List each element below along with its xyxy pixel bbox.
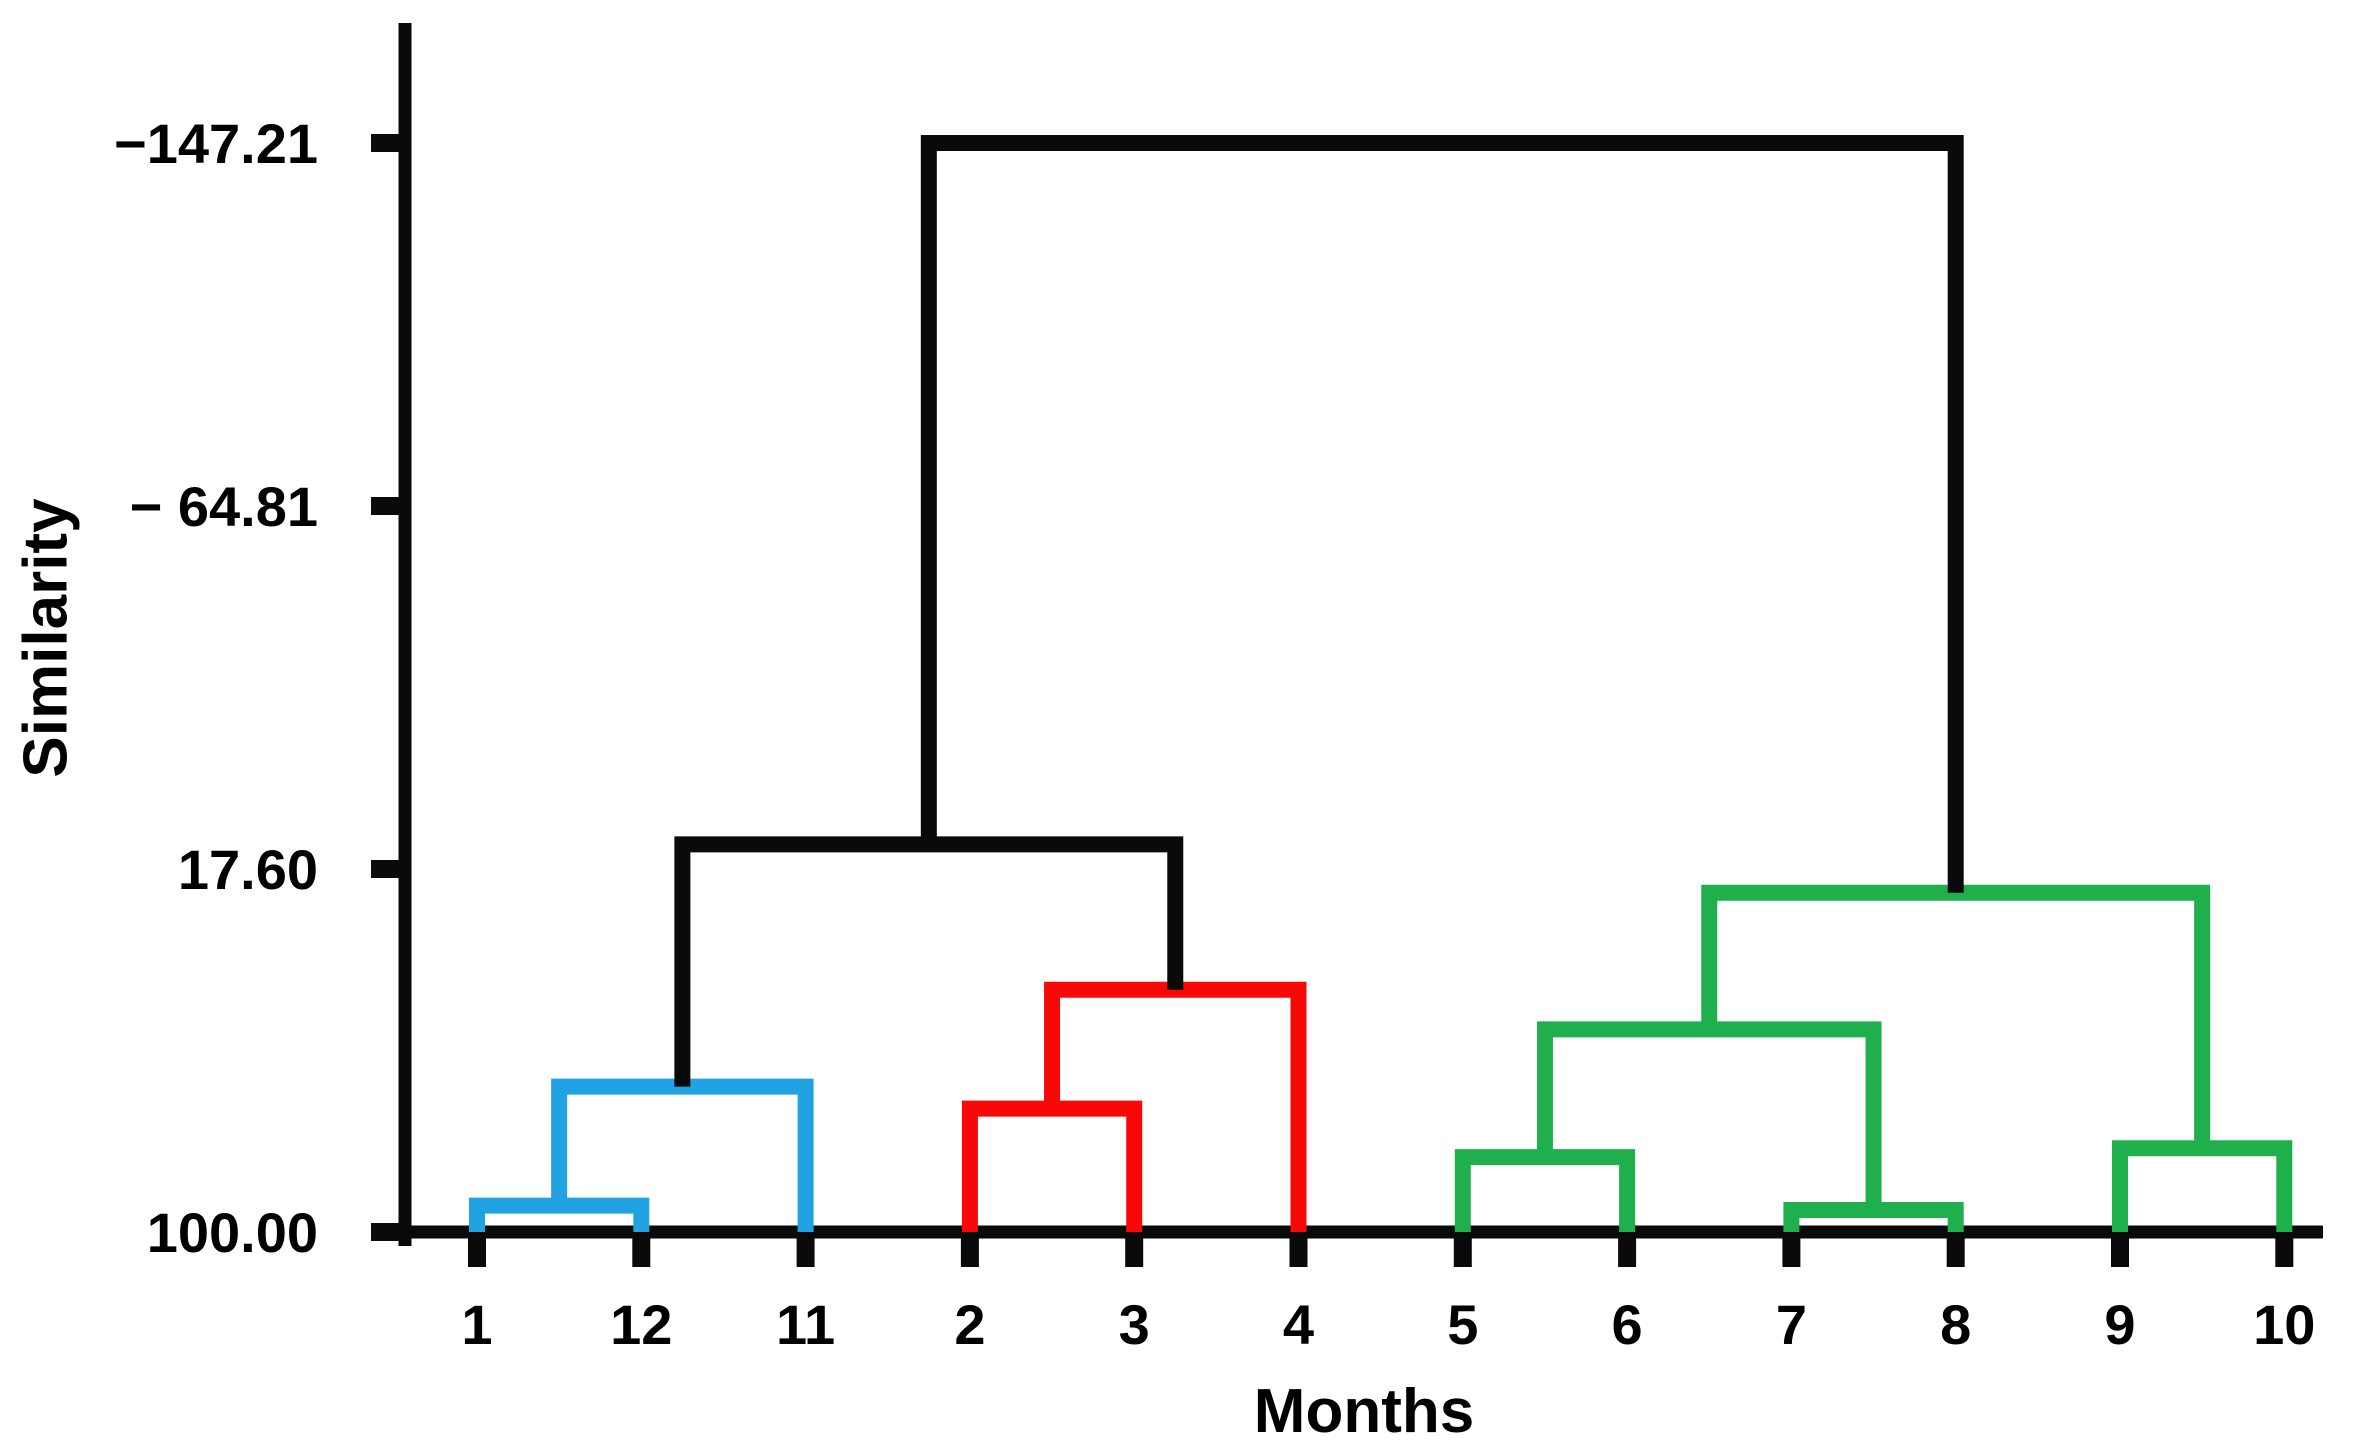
- y-tick-label: 100.00: [147, 1201, 318, 1264]
- cluster-link-black-left: [674, 836, 1184, 1087]
- leaf-label-8: 8: [1940, 1293, 1971, 1356]
- y-tick-label: −147.21: [114, 112, 318, 175]
- leaf-label-2: 2: [954, 1293, 985, 1356]
- leaf-label-7: 7: [1776, 1293, 1807, 1356]
- cluster-link-root: [920, 135, 1964, 893]
- leaf-label-11: 11: [776, 1293, 835, 1356]
- cluster-link-green-all: [1701, 884, 2211, 1149]
- leaf-label-4: 4: [1283, 1293, 1314, 1356]
- x-axis-title: Months: [1253, 1377, 1475, 1446]
- cluster-link-blue-1-12-11: [551, 1078, 814, 1232]
- cluster-link-red-2-3: [961, 1100, 1143, 1232]
- cluster-link-green-5-6-7-8: [1536, 1021, 1882, 1210]
- y-axis-title: Similarity: [11, 498, 81, 778]
- y-tick-label: − 64.81: [130, 475, 318, 538]
- leaf-label-3: 3: [1119, 1293, 1150, 1356]
- leaf-label-10: 10: [2253, 1293, 2315, 1356]
- leaf-label-1: 1: [461, 1293, 492, 1356]
- cluster-link-green-9-10: [2112, 1140, 2293, 1232]
- leaf-label-9: 9: [2104, 1293, 2135, 1356]
- cluster-link-blue-1-12: [469, 1197, 650, 1232]
- leaf-label-12: 12: [610, 1293, 672, 1356]
- cluster-link-green-5-6: [1454, 1149, 1636, 1232]
- leaf-label-5: 5: [1447, 1293, 1478, 1356]
- leaf-label-6: 6: [1612, 1293, 1643, 1356]
- y-tick-label: 17.60: [178, 838, 318, 901]
